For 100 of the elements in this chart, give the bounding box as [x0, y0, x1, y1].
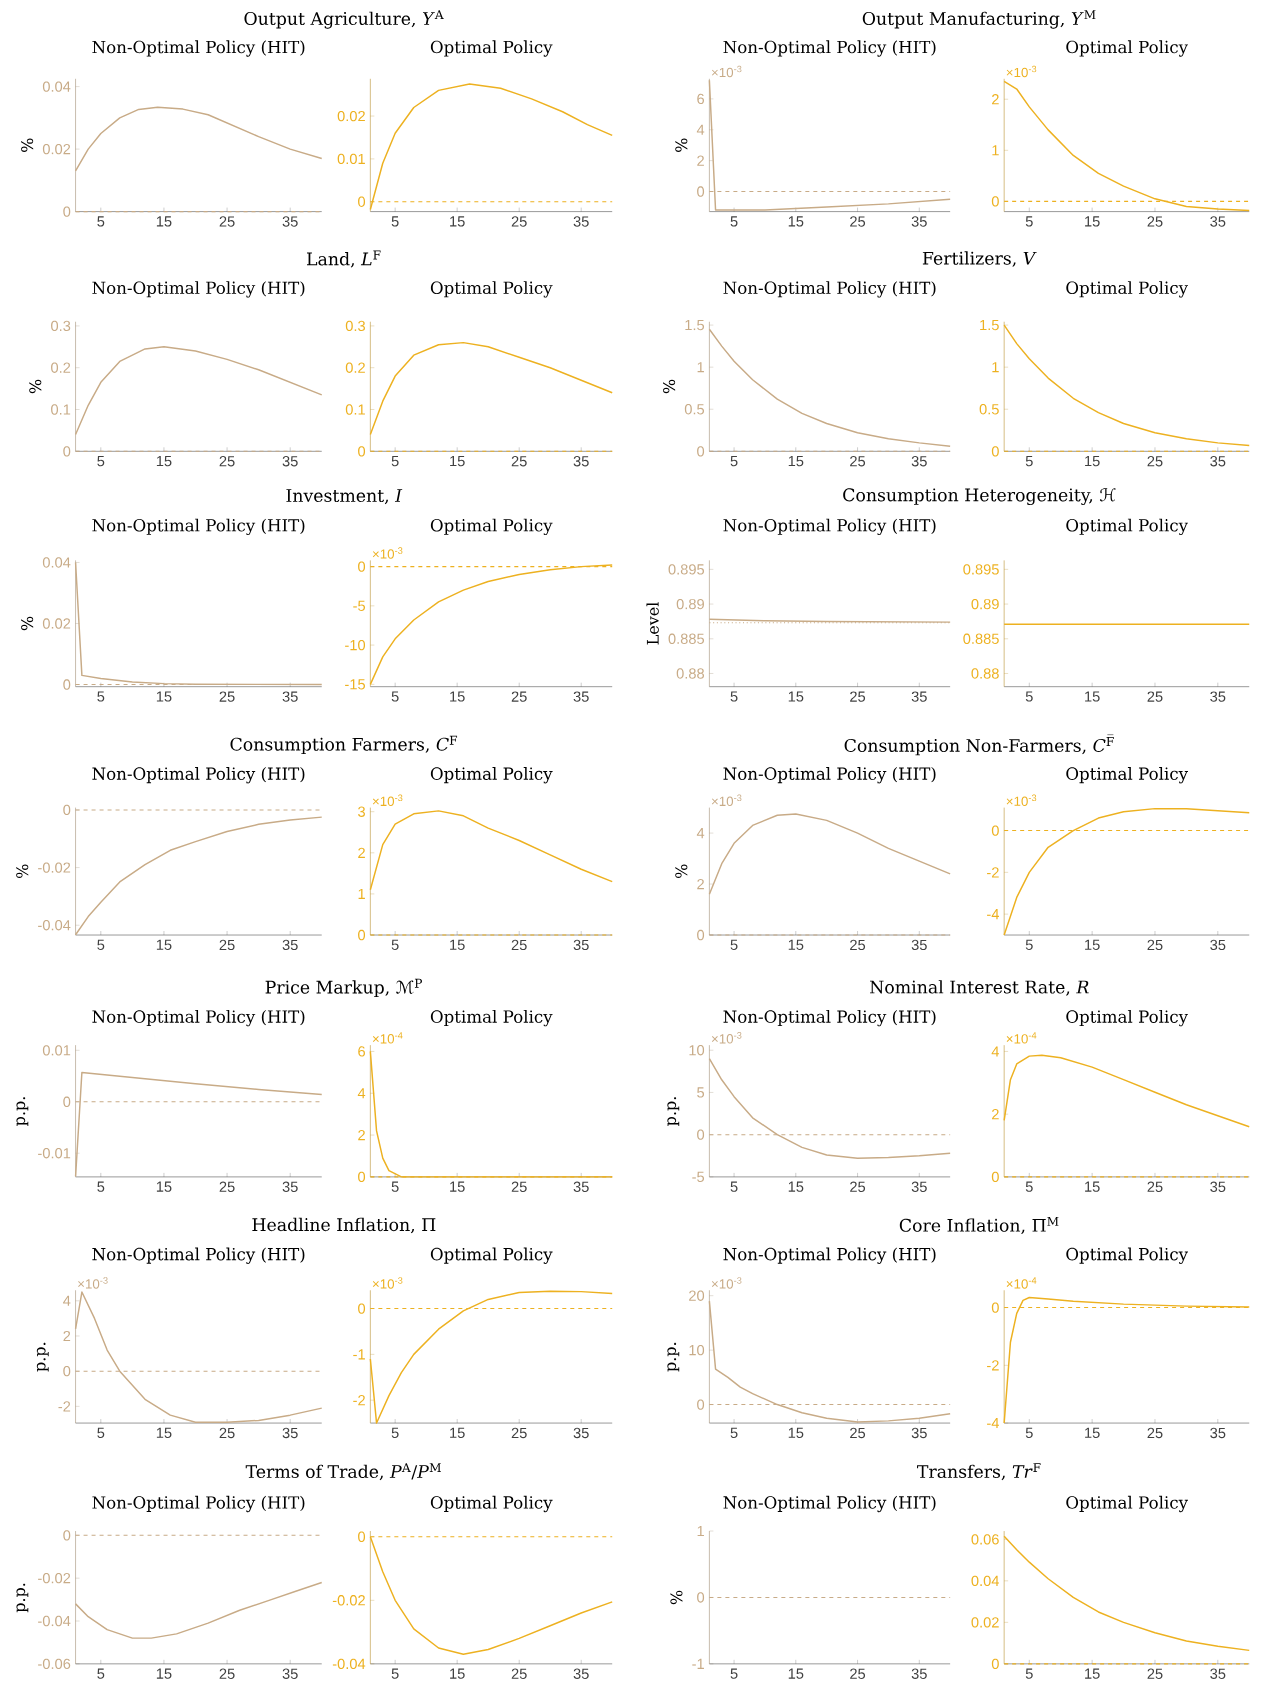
x-tick-label: 15 — [450, 456, 465, 467]
x-tick-label: 35 — [911, 1668, 928, 1679]
y-axis-title: % — [670, 1590, 683, 1605]
y-axis-title: p.p. — [16, 1097, 29, 1126]
x-tick-label: 5 — [1026, 1668, 1033, 1679]
x-tick-label: 5 — [391, 1427, 399, 1439]
y-tick-label: 0 — [358, 1171, 366, 1183]
x-tick-label: 5 — [391, 1668, 399, 1679]
y-tick-label: 2 — [63, 1330, 71, 1342]
text: ×10$^{-3}$ — [373, 1277, 403, 1289]
x-tick-label: 25 — [1147, 1181, 1163, 1192]
chart-subtitle: Non-Optimal Policy (HIT) — [92, 1009, 305, 1027]
y-tick-label: 0 — [63, 1096, 71, 1107]
x-tick-label: 25 — [1147, 1427, 1163, 1439]
y-tick-label: -10 — [345, 639, 366, 651]
y-tick-label: 0.88 — [676, 668, 705, 679]
y-tick-label: 1.5 — [980, 319, 1000, 331]
x-tick-label: 35 — [282, 691, 298, 702]
line-series — [708, 1300, 952, 1423]
x-tick-label: 15 — [450, 216, 465, 227]
chart-subtitle: Non-Optimal Policy (HIT) — [723, 518, 936, 536]
chart-subtitle: Non-Optimal Policy (HIT) — [723, 1009, 936, 1027]
x-tick-label: 25 — [850, 1427, 866, 1439]
x-tick-label: 25 — [219, 1181, 235, 1192]
y-tick-label: 0.02 — [337, 110, 366, 122]
y-tick-label: 1 — [697, 1526, 705, 1537]
y-tick-label: 0.89 — [971, 598, 999, 610]
chart-subtitle: Optimal Policy — [431, 1495, 553, 1513]
y-tick-label: -1 — [692, 1658, 705, 1669]
y-tick-label: 0 — [358, 1531, 366, 1542]
chart-subtitle: Non-Optimal Policy (HIT) — [723, 40, 936, 57]
chart-title: Nominal Interest Rate, R — [870, 980, 1089, 996]
x-tick-label: 15 — [1085, 691, 1100, 702]
y-tick-label: 4 — [697, 124, 705, 135]
x-tick-label: 15 — [157, 691, 172, 702]
y-tick-label: 0 — [697, 929, 705, 941]
chart-subtitle: Optimal Policy — [1066, 1495, 1189, 1513]
x-tick-label: 5 — [97, 1668, 105, 1679]
x-tick-label: 5 — [730, 456, 738, 467]
x-tick-label: 25 — [511, 1668, 527, 1679]
y-tick-label: 2 — [697, 878, 705, 890]
x-tick-label: 15 — [157, 1427, 172, 1439]
x-tick-label: 5 — [97, 939, 105, 950]
chart-title: Investment, I — [286, 489, 403, 505]
y-axis-title: Level — [646, 602, 660, 645]
line-series — [75, 1581, 323, 1639]
x-tick-label: 5 — [1026, 691, 1033, 702]
text: ×10$^{-3}$ — [712, 794, 742, 806]
y-tick-label: 0.3 — [51, 320, 71, 332]
text: ×10$^{-3}$ — [373, 794, 403, 806]
x-tick-label: 35 — [911, 456, 928, 467]
x-tick-label: 5 — [391, 691, 399, 702]
y-tick-label: 0 — [63, 446, 71, 457]
x-tick-label: 15 — [450, 691, 465, 702]
line-series — [1003, 1054, 1251, 1128]
x-tick-label: 35 — [1210, 216, 1226, 227]
x-tick-label: 5 — [730, 1181, 738, 1192]
line-series — [75, 1071, 323, 1178]
y-tick-label: 0.1 — [51, 404, 71, 415]
chart-title: Price Markup, ℳ$^{P}$ — [265, 978, 423, 998]
line-series — [1003, 80, 1251, 212]
x-tick-label: 35 — [1210, 1668, 1226, 1679]
x-tick-label: 5 — [97, 1181, 105, 1192]
x-tick-label: 35 — [573, 456, 589, 467]
y-axis-title: % — [663, 379, 676, 394]
x-tick-label: 25 — [219, 691, 235, 702]
x-tick-label: 15 — [157, 939, 172, 950]
text: ×10$^{-4}$ — [1006, 1032, 1037, 1044]
x-tick-label: 5 — [97, 691, 105, 702]
text: ×10$^{-3}$ — [1006, 65, 1037, 78]
x-tick-label: 5 — [1026, 1181, 1033, 1192]
x-tick-label: 35 — [282, 216, 298, 227]
y-tick-label: -2 — [58, 1401, 71, 1412]
line-series — [708, 79, 952, 211]
x-tick-label: 35 — [573, 691, 589, 702]
y-tick-label: 10 — [689, 1344, 705, 1356]
x-tick-label: 15 — [157, 456, 172, 467]
chart-subtitle: Non-Optimal Policy (HIT) — [92, 1247, 305, 1264]
y-tick-label: -4 — [987, 1418, 1000, 1429]
x-tick-label: 35 — [282, 1427, 298, 1439]
y-tick-label: 0 — [992, 446, 1000, 457]
x-tick-label: 25 — [850, 939, 866, 951]
y-axis-title: % — [16, 864, 29, 879]
chart-title: Output Manufacturing, Y$^{M}$ — [862, 10, 1096, 29]
y-tick-label: 4 — [358, 1088, 366, 1099]
y-axis-title: p.p. — [667, 1342, 680, 1372]
x-tick-label: 25 — [850, 691, 866, 702]
text: ×10$^{-3}$ — [373, 547, 403, 559]
x-tick-label: 25 — [850, 456, 866, 467]
y-tick-label: 2 — [992, 1109, 999, 1120]
x-tick-label: 35 — [282, 1668, 298, 1679]
chart-subtitle: Non-Optimal Policy (HIT) — [723, 1495, 936, 1513]
chart-subtitle: Optimal Policy — [431, 518, 553, 536]
chart-subtitle: Optimal Policy — [431, 767, 553, 784]
chart-subtitle: Optimal Policy — [431, 1009, 553, 1027]
y-tick-label: 0.04 — [43, 557, 71, 568]
y-tick-label: -5 — [692, 1171, 705, 1183]
y-axis-title: p.p. — [667, 1097, 680, 1126]
y-tick-label: 3 — [358, 806, 366, 817]
x-tick-label: 35 — [911, 1427, 928, 1439]
